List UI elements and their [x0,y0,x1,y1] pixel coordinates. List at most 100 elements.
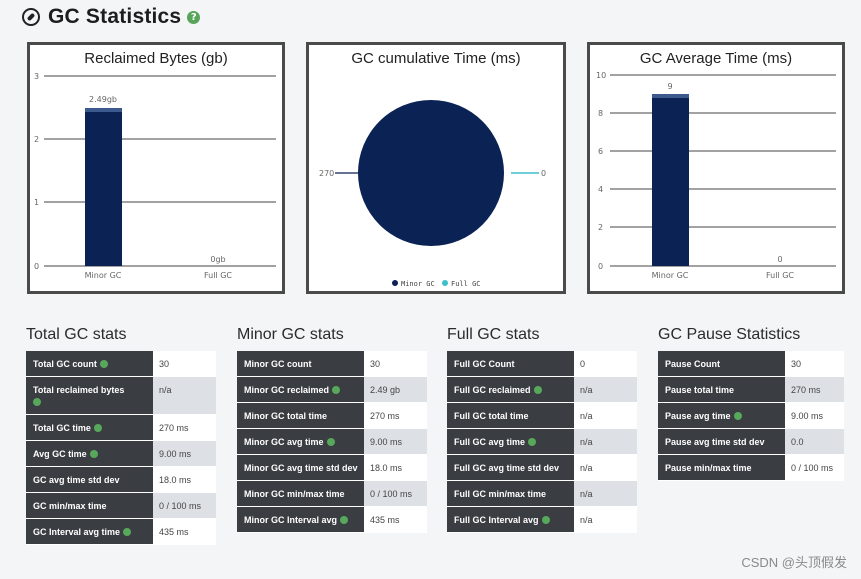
stat-value: 9.00 ms [153,441,216,467]
table-row: Full GC reclaimed n/a [447,377,637,403]
stat-value: 0 / 100 ms [785,455,844,481]
help-icon[interactable] [33,398,41,406]
stat-value: 270 ms [364,403,427,429]
stat-key: Full GC Interval avg [447,507,574,533]
stat-key: Full GC reclaimed [447,377,574,403]
table-row: GC avg time std dev 18.0 ms [26,467,216,493]
table-row: Full GC avg time std dev n/a [447,455,637,481]
legend-full-gc[interactable]: Full GC [451,280,481,288]
x-tick: Minor GC [652,271,689,280]
data-label: 9 [667,82,672,91]
stat-key: Total reclaimed bytes [26,377,153,415]
stat-key: Minor GC min/max time [237,481,364,507]
section-title: GC Pause Statistics [658,326,801,343]
stat-key: Total GC count [26,351,153,377]
table-row: Pause Count 30 [658,351,844,377]
stat-value: 0 / 100 ms [364,481,427,507]
y-tick: 1 [34,198,39,207]
legend-dot-full [442,280,448,286]
bar-minor-gc[interactable] [85,108,122,266]
y-tick: 10 [596,71,606,80]
stat-key: Minor GC Interval avg [237,507,364,533]
pie-label-right: 0 [541,169,546,178]
stat-value: n/a [153,377,216,415]
table-row: Full GC avg time n/a [447,429,637,455]
stat-key: Minor GC count [237,351,364,377]
minor-gc-stats: Minor GC stats Minor GC count 30 Minor GC… [237,326,427,533]
help-icon[interactable] [533,386,542,394]
chart-title: GC cumulative Time (ms) [351,50,521,67]
stat-key: Full GC avg time [447,429,574,455]
stats-table: Total GC count 30 Total reclaimed bytes n/… [26,351,216,545]
help-icon[interactable] [541,516,550,524]
bar-highlight [85,108,122,112]
y-tick: 0 [34,262,39,271]
help-icon[interactable] [123,528,132,536]
stat-value: n/a [574,455,637,481]
stat-value: 18.0 ms [153,467,216,493]
stat-key: Pause min/max time [658,455,785,481]
help-icon[interactable]: ? [187,10,201,24]
data-label: 2.49gb [89,95,117,104]
table-row: Minor GC Interval avg 435 ms [237,507,427,533]
stat-value: 270 ms [785,377,844,403]
x-tick: Minor GC [85,271,122,280]
bar-minor-gc[interactable] [652,94,689,266]
table-row: Full GC Count 0 [447,351,637,377]
stat-key: Total GC time [26,415,153,441]
reclaimed-bytes-chart: Reclaimed Bytes (gb) 3 2 1 0 2.49gb 0gb … [27,42,285,294]
stats-table: Full GC Count 0 Full GC reclaimed n/a Full… [447,351,637,533]
stat-key: Pause total time [658,377,785,403]
legend-dot-minor [392,280,398,286]
stat-value: 435 ms [153,519,216,545]
table-row: GC min/max time 0 / 100 ms [26,493,216,519]
help-icon[interactable] [99,360,108,368]
stat-key: Minor GC reclaimed [237,377,364,403]
stat-key: Pause Count [658,351,785,377]
stat-value: 30 [364,351,427,377]
full-gc-stats: Full GC stats Full GC Count 0 Full GC rec… [447,326,637,533]
y-tick: 6 [598,147,603,156]
page-title: GC Statistics [48,5,182,28]
help-icon[interactable] [332,386,341,394]
pie-label-left: 270 [319,169,334,178]
legend-minor-gc[interactable]: Minor GC [401,280,435,288]
pie-slice-minor-gc[interactable] [358,100,504,246]
help-icon[interactable] [733,412,742,420]
y-tick: 4 [598,185,603,194]
help-icon[interactable] [326,438,335,446]
help-icon[interactable] [93,424,102,432]
stat-value: 18.0 ms [364,455,427,481]
help-icon[interactable] [528,438,537,446]
stat-key: GC min/max time [26,493,153,519]
stat-value: n/a [574,507,637,533]
table-row: Pause avg time 9.00 ms [658,403,844,429]
table-row: GC Interval avg time 435 ms [26,519,216,545]
y-tick: 2 [598,223,603,232]
help-icon[interactable] [89,450,98,458]
table-row: Total GC count 30 [26,351,216,377]
table-row: Minor GC count 30 [237,351,427,377]
stat-value: n/a [574,429,637,455]
y-tick: 3 [34,72,39,81]
watermark: CSDN @头顶假发 [741,555,847,570]
table-row: Pause total time 270 ms [658,377,844,403]
help-icon[interactable] [340,516,349,524]
stat-key: Full GC avg time std dev [447,455,574,481]
x-tick: Full GC [204,271,232,280]
stat-value: 435 ms [364,507,427,533]
chart-title: Reclaimed Bytes (gb) [84,50,228,67]
stat-value: 9.00 ms [364,429,427,455]
stat-value: 0.0 [785,429,844,455]
stat-value: 9.00 ms [785,403,844,429]
stats-table: Pause Count 30 Pause total time 270 ms Pau… [658,351,844,481]
stat-key: Minor GC avg time [237,429,364,455]
table-row: Full GC min/max time n/a [447,481,637,507]
table-row: Minor GC avg time 9.00 ms [237,429,427,455]
cumulative-time-chart: GC cumulative Time (ms) 270 0 Minor GC F… [306,42,566,294]
compass-icon [22,8,40,26]
section-title: Total GC stats [26,326,127,343]
page-header: GC Statistics ? [22,4,201,30]
stats-table: Minor GC count 30 Minor GC reclaimed 2.49 … [237,351,427,533]
stat-key: Full GC Count [447,351,574,377]
